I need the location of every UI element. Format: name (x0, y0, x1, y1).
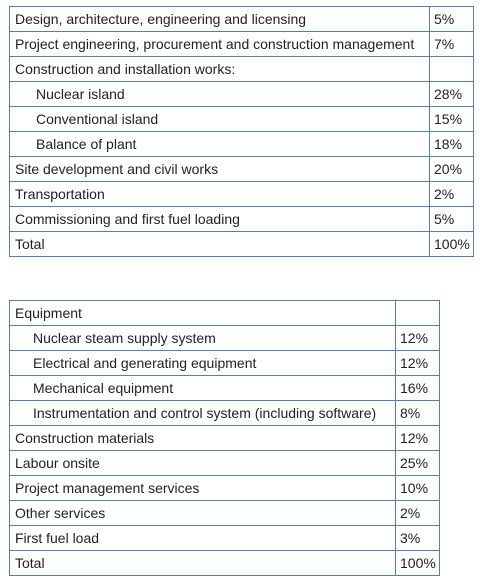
row-value: 25% (395, 450, 440, 476)
row-label: Construction materials (9, 425, 396, 451)
row-label: Total (9, 231, 430, 257)
table-row: Instrumentation and control system (incl… (9, 400, 440, 426)
row-value: 15% (429, 106, 474, 132)
row-value: 5% (429, 6, 474, 32)
row-label: Design, architecture, engineering and li… (9, 6, 430, 32)
row-value: 100% (395, 550, 440, 576)
total-row: Total 100% (9, 550, 440, 576)
table-row: Commissioning and first fuel loading 5% (9, 206, 474, 232)
row-value: 18% (429, 131, 474, 157)
row-label: Mechanical equipment (9, 375, 396, 401)
row-label: Site development and civil works (9, 156, 430, 182)
row-value: 10% (395, 475, 440, 501)
row-value: 28% (429, 81, 474, 107)
table-row: Labour onsite 25% (9, 450, 440, 476)
table-row: Transportation 2% (9, 181, 474, 207)
row-value: 7% (429, 31, 474, 57)
row-value: 12% (395, 425, 440, 451)
row-value (395, 300, 440, 326)
cost-components-table: Equipment Nuclear steam supply system 12… (9, 300, 440, 576)
table-row: First fuel load 3% (9, 525, 440, 551)
row-value: 100% (429, 231, 474, 257)
row-label: Nuclear steam supply system (9, 325, 396, 351)
row-label: Total (9, 550, 396, 576)
row-label: First fuel load (9, 525, 396, 551)
row-value: 3% (395, 525, 440, 551)
table-row: Conventional island 15% (9, 106, 474, 132)
table-row: Balance of plant 18% (9, 131, 474, 157)
row-value: 5% (429, 206, 474, 232)
table-row: Project management services 10% (9, 475, 440, 501)
row-label: Commissioning and first fuel loading (9, 206, 430, 232)
table-row: Construction materials 12% (9, 425, 440, 451)
row-value: 20% (429, 156, 474, 182)
row-label: Project management services (9, 475, 396, 501)
row-value: 16% (395, 375, 440, 401)
row-label: Equipment (9, 300, 396, 326)
total-row: Total 100% (9, 231, 474, 257)
row-label: Nuclear island (9, 81, 430, 107)
row-value: 2% (395, 500, 440, 526)
row-label: Conventional island (9, 106, 430, 132)
row-value: 2% (429, 181, 474, 207)
row-value: 8% (395, 400, 440, 426)
row-label: Construction and installation works: (9, 56, 430, 82)
row-value (429, 56, 474, 82)
table-row: Design, architecture, engineering and li… (9, 6, 474, 32)
table-row: Mechanical equipment 16% (9, 375, 440, 401)
table-row: Electrical and generating equipment 12% (9, 350, 440, 376)
cost-breakdown-table: Design, architecture, engineering and li… (9, 6, 474, 257)
table-row: Construction and installation works: (9, 56, 474, 82)
table-row: Site development and civil works 20% (9, 156, 474, 182)
table-row: Nuclear steam supply system 12% (9, 325, 440, 351)
row-label: Electrical and generating equipment (9, 350, 396, 376)
row-label: Project engineering, procurement and con… (9, 31, 430, 57)
table-row: Equipment (9, 300, 440, 326)
row-value: 12% (395, 350, 440, 376)
row-label: Instrumentation and control system (incl… (9, 400, 396, 426)
row-label: Labour onsite (9, 450, 396, 476)
table-row: Project engineering, procurement and con… (9, 31, 474, 57)
row-label: Other services (9, 500, 396, 526)
row-label: Balance of plant (9, 131, 430, 157)
table-row: Other services 2% (9, 500, 440, 526)
row-value: 12% (395, 325, 440, 351)
table-row: Nuclear island 28% (9, 81, 474, 107)
row-label: Transportation (9, 181, 430, 207)
